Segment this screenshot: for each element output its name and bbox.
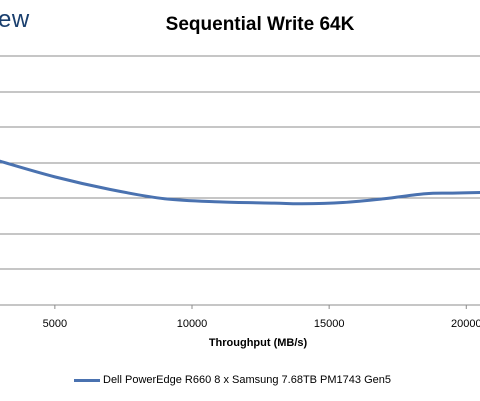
- grid-lines: [0, 55, 480, 270]
- x-tick-labels: 5000 10000 15000 20000: [43, 318, 480, 330]
- x-tick-label: 15000: [314, 318, 345, 330]
- x-tick-label: 20000: [451, 318, 480, 330]
- series-lines: [0, 159, 480, 206]
- series-line-0: [0, 159, 480, 206]
- x-axis: [0, 304, 480, 309]
- legend: Dell PowerEdge R660 8 x Samsung 7.68TB P…: [74, 374, 391, 386]
- x-tick-label: 10000: [177, 318, 208, 330]
- x-tick-label: 5000: [43, 318, 67, 330]
- legend-label: Dell PowerEdge R660 8 x Samsung 7.68TB P…: [103, 374, 391, 386]
- logo-text: ew: [0, 6, 30, 33]
- x-axis-label: Throughput (MB/s): [208, 337, 308, 349]
- chart-title: Sequential Write 64K: [165, 14, 355, 35]
- legend-swatch: [74, 378, 100, 382]
